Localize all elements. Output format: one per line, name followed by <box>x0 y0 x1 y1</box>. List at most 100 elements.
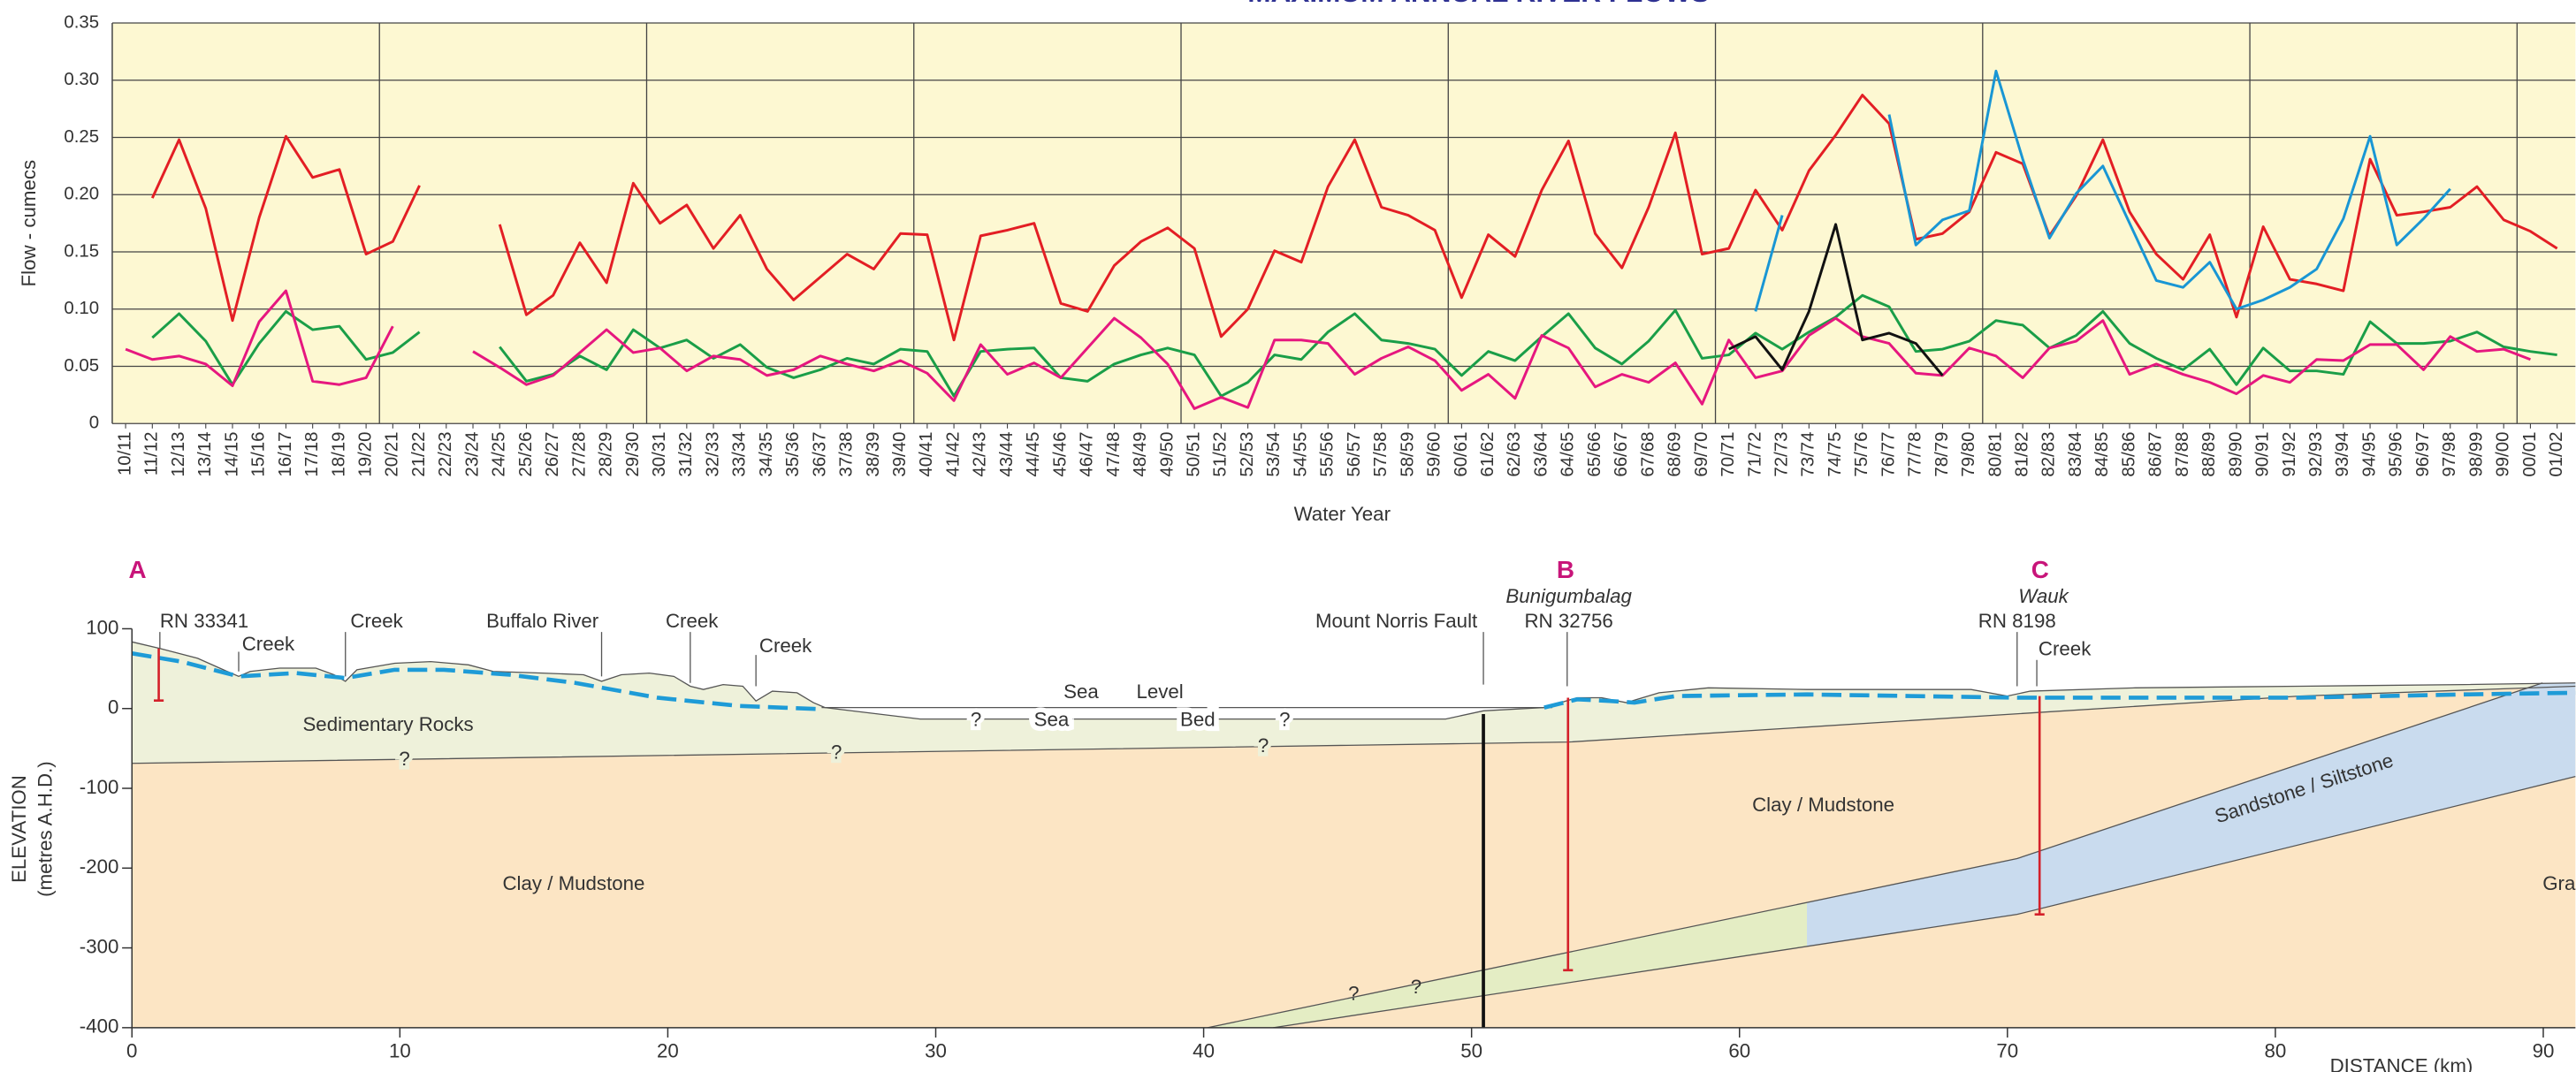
x-tick-label: 30/31 <box>650 432 669 477</box>
x-tick-label: 29/30 <box>623 432 643 477</box>
x-tick-label: 53/54 <box>1264 432 1284 477</box>
x-tick-label: 79/80 <box>1959 432 1978 477</box>
x-tick-label: 80 <box>2264 1040 2286 1062</box>
x-tick-label: 66/67 <box>1612 432 1631 477</box>
x-tick-label: 40 <box>1193 1040 1215 1062</box>
y-axis-label: (metres A.H.D.) <box>34 761 57 897</box>
y-tick-label: 0.35 <box>64 12 99 32</box>
x-tick-label: 21/22 <box>409 432 429 477</box>
x-tick-label: 58/59 <box>1398 432 1417 477</box>
feature-label: Mount Norris Fault <box>1315 610 1478 632</box>
x-tick-label: 69/70 <box>1692 432 1711 477</box>
x-tick-label: 20 <box>657 1040 679 1062</box>
x-tick-label: 90/91 <box>2253 432 2273 477</box>
feature-label: Creek <box>666 610 719 632</box>
feature-label: Creek <box>350 610 403 632</box>
x-tick-label: 30 <box>925 1040 947 1062</box>
x-tick-label: 65/66 <box>1585 432 1604 477</box>
x-axis-label: Water Year <box>1294 503 1391 525</box>
sea-label: Sea <box>1034 708 1070 730</box>
x-tick-label: 57/58 <box>1371 432 1391 477</box>
bore-label: RN 8198 <box>1978 610 2056 632</box>
unit-label: Clay / Mudstone <box>1752 794 1894 816</box>
x-tick-label: 40/41 <box>917 432 936 477</box>
x-tick-label: 44/45 <box>1024 432 1043 477</box>
x-tick-label: 68/69 <box>1665 432 1685 477</box>
x-tick-label: 35/36 <box>783 432 803 477</box>
x-tick-label: 73/74 <box>1799 432 1818 477</box>
uncertain-mark: ? <box>831 741 842 764</box>
x-tick-label: 32/33 <box>703 432 722 477</box>
x-tick-label: 36/37 <box>810 432 829 477</box>
y-tick-label: -300 <box>80 935 119 957</box>
x-tick-label: 33/34 <box>730 432 750 477</box>
x-tick-label: 37/38 <box>837 432 857 477</box>
x-tick-label: 88/89 <box>2199 432 2219 477</box>
x-tick-label: 92/93 <box>2306 432 2326 477</box>
y-tick-label: 0 <box>108 696 118 718</box>
x-tick-label: 67/68 <box>1638 432 1658 477</box>
x-tick-label: 70 <box>1996 1040 2018 1062</box>
x-tick-label: 60/61 <box>1452 432 1471 477</box>
x-tick-label: 82/83 <box>2039 432 2059 477</box>
x-tick-label: 55/56 <box>1318 432 1338 477</box>
x-tick-label: 14/15 <box>222 432 241 477</box>
x-tick-label: 24/25 <box>490 432 509 477</box>
x-tick-label: 11/12 <box>142 432 162 476</box>
x-tick-label: 49/50 <box>1157 432 1177 477</box>
cross-section: A B C RN 33341 Bunigumbalag RN 32756 Wau… <box>8 556 2576 1072</box>
x-tick-label: 28/29 <box>597 432 616 477</box>
x-tick-label: 81/82 <box>2013 432 2032 477</box>
x-tick-label: 87/88 <box>2173 432 2192 477</box>
x-tick-label: 72/73 <box>1772 432 1791 477</box>
x-tick-label: 00/01 <box>2520 432 2540 477</box>
x-tick-label: 50 <box>1460 1040 1482 1062</box>
feature-label: Creek <box>242 633 295 655</box>
x-tick-label: 78/79 <box>1932 432 1952 477</box>
x-tick-label: 41/42 <box>943 432 963 477</box>
y-axis-label: ELEVATION <box>8 775 30 883</box>
x-tick-label: 52/53 <box>1238 432 1257 477</box>
x-tick-label: 16/17 <box>276 432 295 477</box>
figure: MAXIMUM ANNUAL RIVER FLOWS Flow - cumecs… <box>0 0 2576 1072</box>
y-axis-label: Flow - cumecs <box>18 160 40 287</box>
x-tick-label: 97/98 <box>2440 432 2459 477</box>
x-tick-label: 62/63 <box>1505 432 1524 477</box>
x-tick-label: 93/94 <box>2333 432 2352 477</box>
x-tick-label: 15/16 <box>249 432 269 477</box>
x-tick-label: 13/14 <box>195 432 215 477</box>
page: MAXIMUM ANNUAL RIVER FLOWS Flow - cumecs… <box>0 0 2576 1072</box>
x-axis-label: DISTANCE (km) <box>2330 1054 2473 1072</box>
x-tick-label: 83/84 <box>2066 432 2085 477</box>
x-tick-label: 64/65 <box>1559 432 1578 477</box>
x-tick-label: 27/28 <box>569 432 589 477</box>
x-tick-label: 42/43 <box>971 432 990 477</box>
site-label: Bunigumbalag <box>1505 585 1632 607</box>
sea-label: Sea <box>1063 680 1099 703</box>
x-tick-label: 96/97 <box>2413 432 2433 477</box>
x-tick-label: 84/85 <box>2092 432 2112 477</box>
x-tick-label: 45/46 <box>1050 432 1070 477</box>
unit-label: Gra <box>2542 872 2576 894</box>
x-tick-label: 75/76 <box>1852 432 1871 477</box>
x-tick-label: 01/02 <box>2547 432 2566 477</box>
bore-label: RN 32756 <box>1524 610 1612 632</box>
x-tick-label: 86/87 <box>2146 432 2166 477</box>
x-tick-label: 74/75 <box>1825 432 1845 477</box>
uncertain-mark: ? <box>1411 976 1421 998</box>
x-tick-label: 10/11 <box>115 432 134 476</box>
x-tick-label: 31/32 <box>676 432 696 477</box>
x-tick-label: 46/47 <box>1078 432 1097 477</box>
x-tick-label: 98/99 <box>2466 432 2486 477</box>
x-tick-label: 0 <box>126 1040 137 1062</box>
uncertain-mark: ? <box>1258 734 1269 756</box>
x-tick-label: 26/27 <box>543 432 562 477</box>
x-tick-label: 47/48 <box>1104 432 1124 477</box>
x-tick-label: 76/77 <box>1879 432 1898 477</box>
y-tick-label: 0.15 <box>64 241 99 261</box>
y-tick-label: 0 <box>89 414 99 433</box>
y-tick-label: -100 <box>80 776 119 798</box>
x-tick-label: 61/62 <box>1478 432 1498 477</box>
x-tick-label: 90 <box>2533 1040 2555 1062</box>
